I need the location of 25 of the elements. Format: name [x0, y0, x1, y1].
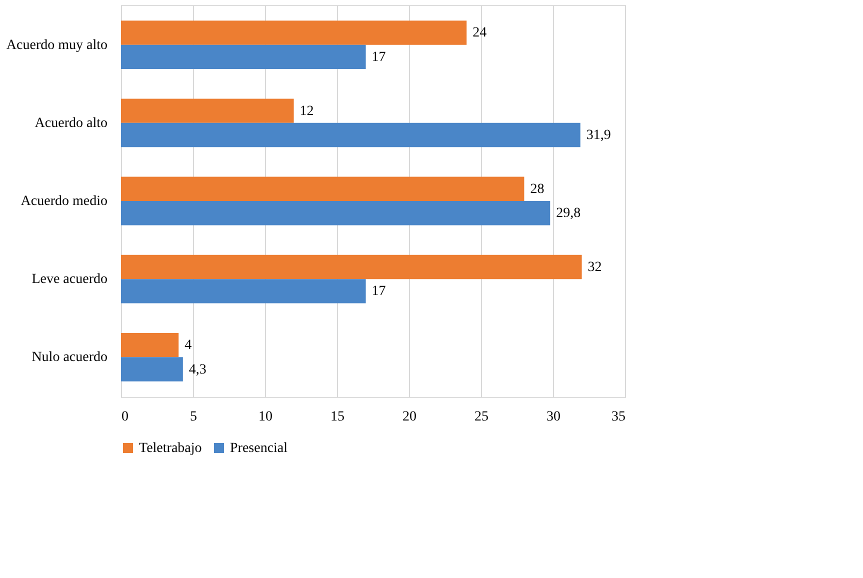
- x-tick-label: 35: [612, 410, 626, 424]
- y-tick-label: Acuerdo medio: [20, 194, 108, 209]
- y-tick-label: Nulo acuerdo: [32, 350, 108, 366]
- data-label: 24: [472, 26, 487, 41]
- data-label: 32: [588, 260, 602, 275]
- legend-label: Teletrabajo: [139, 441, 202, 456]
- data-label: 12: [300, 104, 314, 119]
- x-tick-label: 15: [330, 410, 344, 424]
- data-label: 4: [184, 338, 192, 354]
- y-tick-label: Leve acuerdo: [32, 272, 108, 288]
- data-label: 28: [530, 182, 544, 197]
- x-tick-label: 30: [546, 410, 560, 424]
- x-tick-label: 5: [190, 410, 197, 424]
- y-tick-label: Acuerdo alto: [34, 116, 108, 131]
- data-label: 4,3: [188, 362, 206, 378]
- data-label: 17: [372, 284, 386, 300]
- legend-label: Presencial: [230, 441, 288, 456]
- x-tick-label: 20: [402, 410, 416, 424]
- data-label: 29,8: [556, 206, 581, 222]
- x-tick-label: 0: [122, 410, 128, 424]
- data-label: 17: [372, 50, 386, 65]
- x-tick-label: 10: [258, 410, 272, 424]
- x-tick-label: 25: [474, 410, 488, 424]
- data-label: 31,9: [586, 128, 611, 144]
- y-tick-label: Acuerdo muy alto: [6, 38, 108, 53]
